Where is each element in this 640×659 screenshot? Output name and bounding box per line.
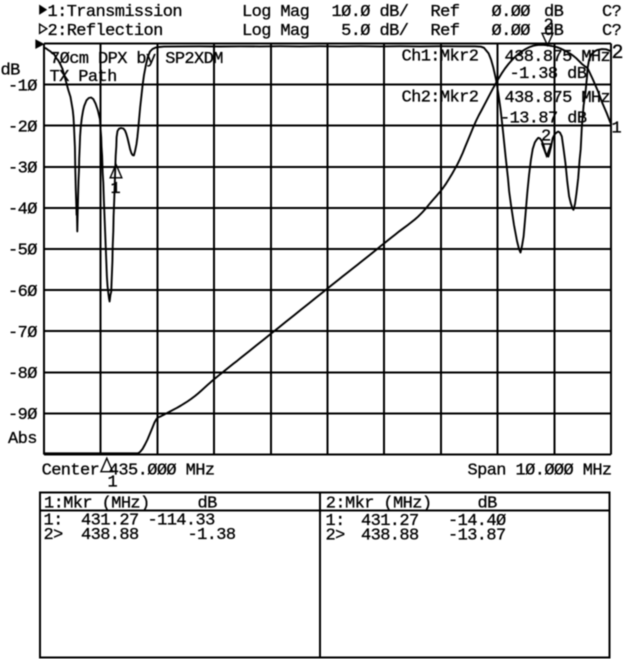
svg-text:dB: dB (1, 62, 21, 81)
svg-text:1: 1 (612, 120, 622, 139)
svg-text:431.27: 431.27 (81, 512, 139, 531)
svg-text:438.875 MHz: 438.875 MHz (505, 89, 611, 108)
svg-text:Ø.ØØ: Ø.ØØ (492, 22, 531, 41)
svg-text:438.88: 438.88 (361, 527, 419, 546)
svg-text:-8Ø: -8Ø (8, 365, 37, 384)
svg-text:2: 2 (544, 17, 554, 36)
svg-text:Abs: Abs (8, 430, 37, 449)
svg-text:1:Mkr (MHz): 1:Mkr (MHz) (44, 495, 150, 514)
svg-text:-9Ø: -9Ø (8, 406, 37, 425)
svg-text:1:: 1: (44, 512, 63, 531)
svg-text:-13.87: -13.87 (448, 527, 506, 546)
svg-text:5.Ø dB/: 5.Ø dB/ (341, 22, 409, 41)
svg-text:-4Ø: -4Ø (8, 201, 37, 220)
svg-text:Ref: Ref (431, 3, 460, 22)
svg-text:Log Mag: Log Mag (242, 3, 309, 22)
svg-text:-1.38 dB: -1.38 dB (510, 65, 587, 84)
svg-text:TX Path: TX Path (50, 68, 117, 87)
svg-text:1:: 1: (326, 512, 345, 531)
svg-text:dB: dB (544, 22, 564, 41)
svg-text:-7Ø: -7Ø (8, 324, 37, 343)
svg-text:438.875 MHz: 438.875 MHz (505, 48, 611, 67)
svg-text:C?: C? (602, 22, 621, 41)
svg-text:1:Transmission: 1:Transmission (48, 3, 182, 22)
svg-text:-1Ø: -1Ø (8, 77, 37, 96)
svg-text:7Øcm DPX by SP2XDM: 7Øcm DPX by SP2XDM (50, 50, 223, 69)
svg-text:1Ø.Ø dB/: 1Ø.Ø dB/ (332, 3, 409, 22)
svg-text:dB: dB (544, 3, 564, 22)
svg-text:438.88: 438.88 (81, 526, 139, 545)
svg-text:-114.33: -114.33 (148, 512, 216, 531)
svg-text:1: 1 (108, 473, 118, 492)
svg-text:Ref: Ref (431, 22, 460, 41)
svg-text:2>: 2> (326, 527, 346, 546)
svg-text:dB: dB (478, 495, 498, 514)
svg-text:-14.4Ø: -14.4Ø (448, 512, 506, 531)
svg-text:Ch2:Mkr2: Ch2:Mkr2 (402, 89, 479, 108)
svg-text:-6Ø: -6Ø (8, 283, 37, 302)
svg-text:Ch1:Mkr2: Ch1:Mkr2 (402, 48, 479, 67)
svg-text:-5Ø: -5Ø (8, 242, 37, 261)
svg-text:2>: 2> (44, 526, 64, 545)
svg-text:C?: C? (602, 3, 621, 22)
svg-text:Span 1Ø.ØØØ MHz: Span 1Ø.ØØØ MHz (468, 462, 612, 481)
svg-text:Ø.ØØ: Ø.ØØ (492, 3, 531, 22)
svg-text:431.27: 431.27 (361, 512, 419, 531)
svg-text:2:Mkr (MHz): 2:Mkr (MHz) (326, 495, 432, 514)
svg-text:2: 2 (541, 128, 551, 147)
svg-text:Center 435.ØØØ MHz: Center 435.ØØØ MHz (42, 462, 215, 481)
svg-text:2:Reflection: 2:Reflection (48, 22, 163, 41)
svg-text:-13.87 dB: -13.87 dB (500, 110, 587, 129)
svg-text:-3Ø: -3Ø (8, 160, 37, 179)
svg-text:Log Mag: Log Mag (242, 22, 309, 41)
svg-text:2: 2 (612, 42, 623, 65)
svg-text:dB: dB (198, 495, 218, 514)
svg-text:-2Ø: -2Ø (8, 118, 37, 137)
svg-text:1: 1 (111, 180, 121, 199)
svg-text:-1.38: -1.38 (188, 526, 236, 545)
